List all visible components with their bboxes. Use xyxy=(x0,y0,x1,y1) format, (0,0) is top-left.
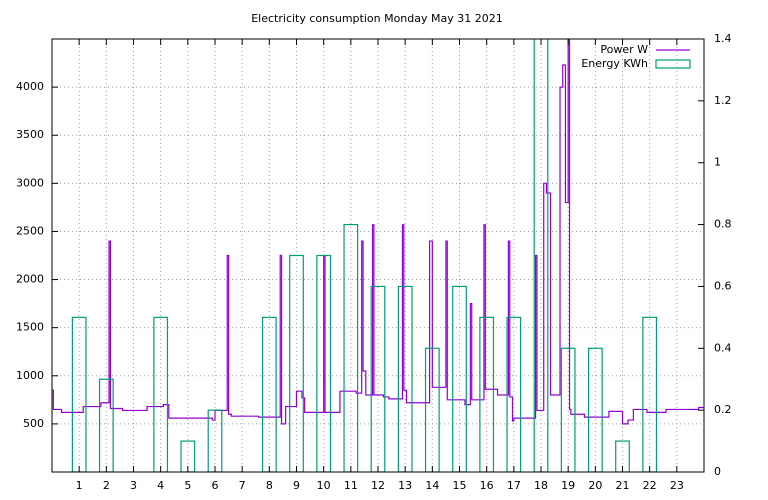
y-tick-label: 1000 xyxy=(16,369,44,382)
y2-tick-label: 1 xyxy=(714,156,721,169)
x-tick-label: 18 xyxy=(534,479,548,492)
x-tick-label: 2 xyxy=(103,479,110,492)
energy-box xyxy=(316,254,332,472)
x-tick-label: 11 xyxy=(344,479,358,492)
energy-box xyxy=(343,223,359,472)
energy-box xyxy=(506,316,522,472)
power-line xyxy=(52,39,704,425)
y2-tick-label: 0 xyxy=(714,465,721,478)
x-tick-label: 3 xyxy=(130,479,137,492)
energy-box xyxy=(615,440,630,472)
y-tick-label: 2000 xyxy=(16,273,44,286)
x-tick-label: 7 xyxy=(239,479,246,492)
x-tick-label: 9 xyxy=(293,479,300,492)
y-tick-label: 3500 xyxy=(16,128,44,141)
x-tick-label: 4 xyxy=(157,479,164,492)
x-tick-label: 20 xyxy=(588,479,602,492)
y-tick-label: 2500 xyxy=(16,224,44,237)
energy-box xyxy=(642,316,658,472)
legend-label: Power W xyxy=(600,43,648,56)
x-tick-label: 22 xyxy=(643,479,657,492)
energy-box xyxy=(289,254,304,472)
energy-box xyxy=(153,316,169,472)
x-tick-label: 1 xyxy=(76,479,83,492)
y-tick-label: 4000 xyxy=(16,80,44,93)
energy-box xyxy=(533,39,549,472)
y2-tick-label: 0.4 xyxy=(714,341,732,354)
y2-tick-label: 1.4 xyxy=(714,32,732,45)
y-tick-label: 3000 xyxy=(16,176,44,189)
x-tick-label: 23 xyxy=(670,479,684,492)
chart-title: Electricity consumption Monday May 31 20… xyxy=(251,12,503,25)
y-tick-label: 1500 xyxy=(16,321,44,334)
legend-swatch xyxy=(655,59,691,69)
energy-box xyxy=(71,316,87,472)
x-tick-label: 10 xyxy=(317,479,331,492)
x-tick-label: 17 xyxy=(507,479,521,492)
legend-label: Energy KWh xyxy=(581,57,648,70)
energy-box xyxy=(587,347,603,472)
y2-tick-label: 0.6 xyxy=(714,279,732,292)
x-tick-label: 15 xyxy=(453,479,467,492)
x-tick-label: 6 xyxy=(212,479,219,492)
x-tick-label: 5 xyxy=(184,479,191,492)
energy-box xyxy=(479,316,495,472)
x-tick-label: 13 xyxy=(398,479,412,492)
y2-tick-label: 0.8 xyxy=(714,218,732,231)
energy-box xyxy=(261,316,277,472)
y-tick-label: 500 xyxy=(23,417,44,430)
energy-box xyxy=(180,440,196,472)
y2-tick-label: 0.2 xyxy=(714,403,732,416)
energy-box xyxy=(560,347,576,472)
x-tick-label: 12 xyxy=(371,479,385,492)
x-tick-label: 19 xyxy=(561,479,575,492)
x-tick-label: 16 xyxy=(480,479,494,492)
x-tick-label: 14 xyxy=(425,479,439,492)
energy-box xyxy=(98,378,114,472)
y2-tick-label: 1.2 xyxy=(714,94,732,107)
x-tick-label: 21 xyxy=(616,479,630,492)
x-tick-label: 8 xyxy=(266,479,273,492)
